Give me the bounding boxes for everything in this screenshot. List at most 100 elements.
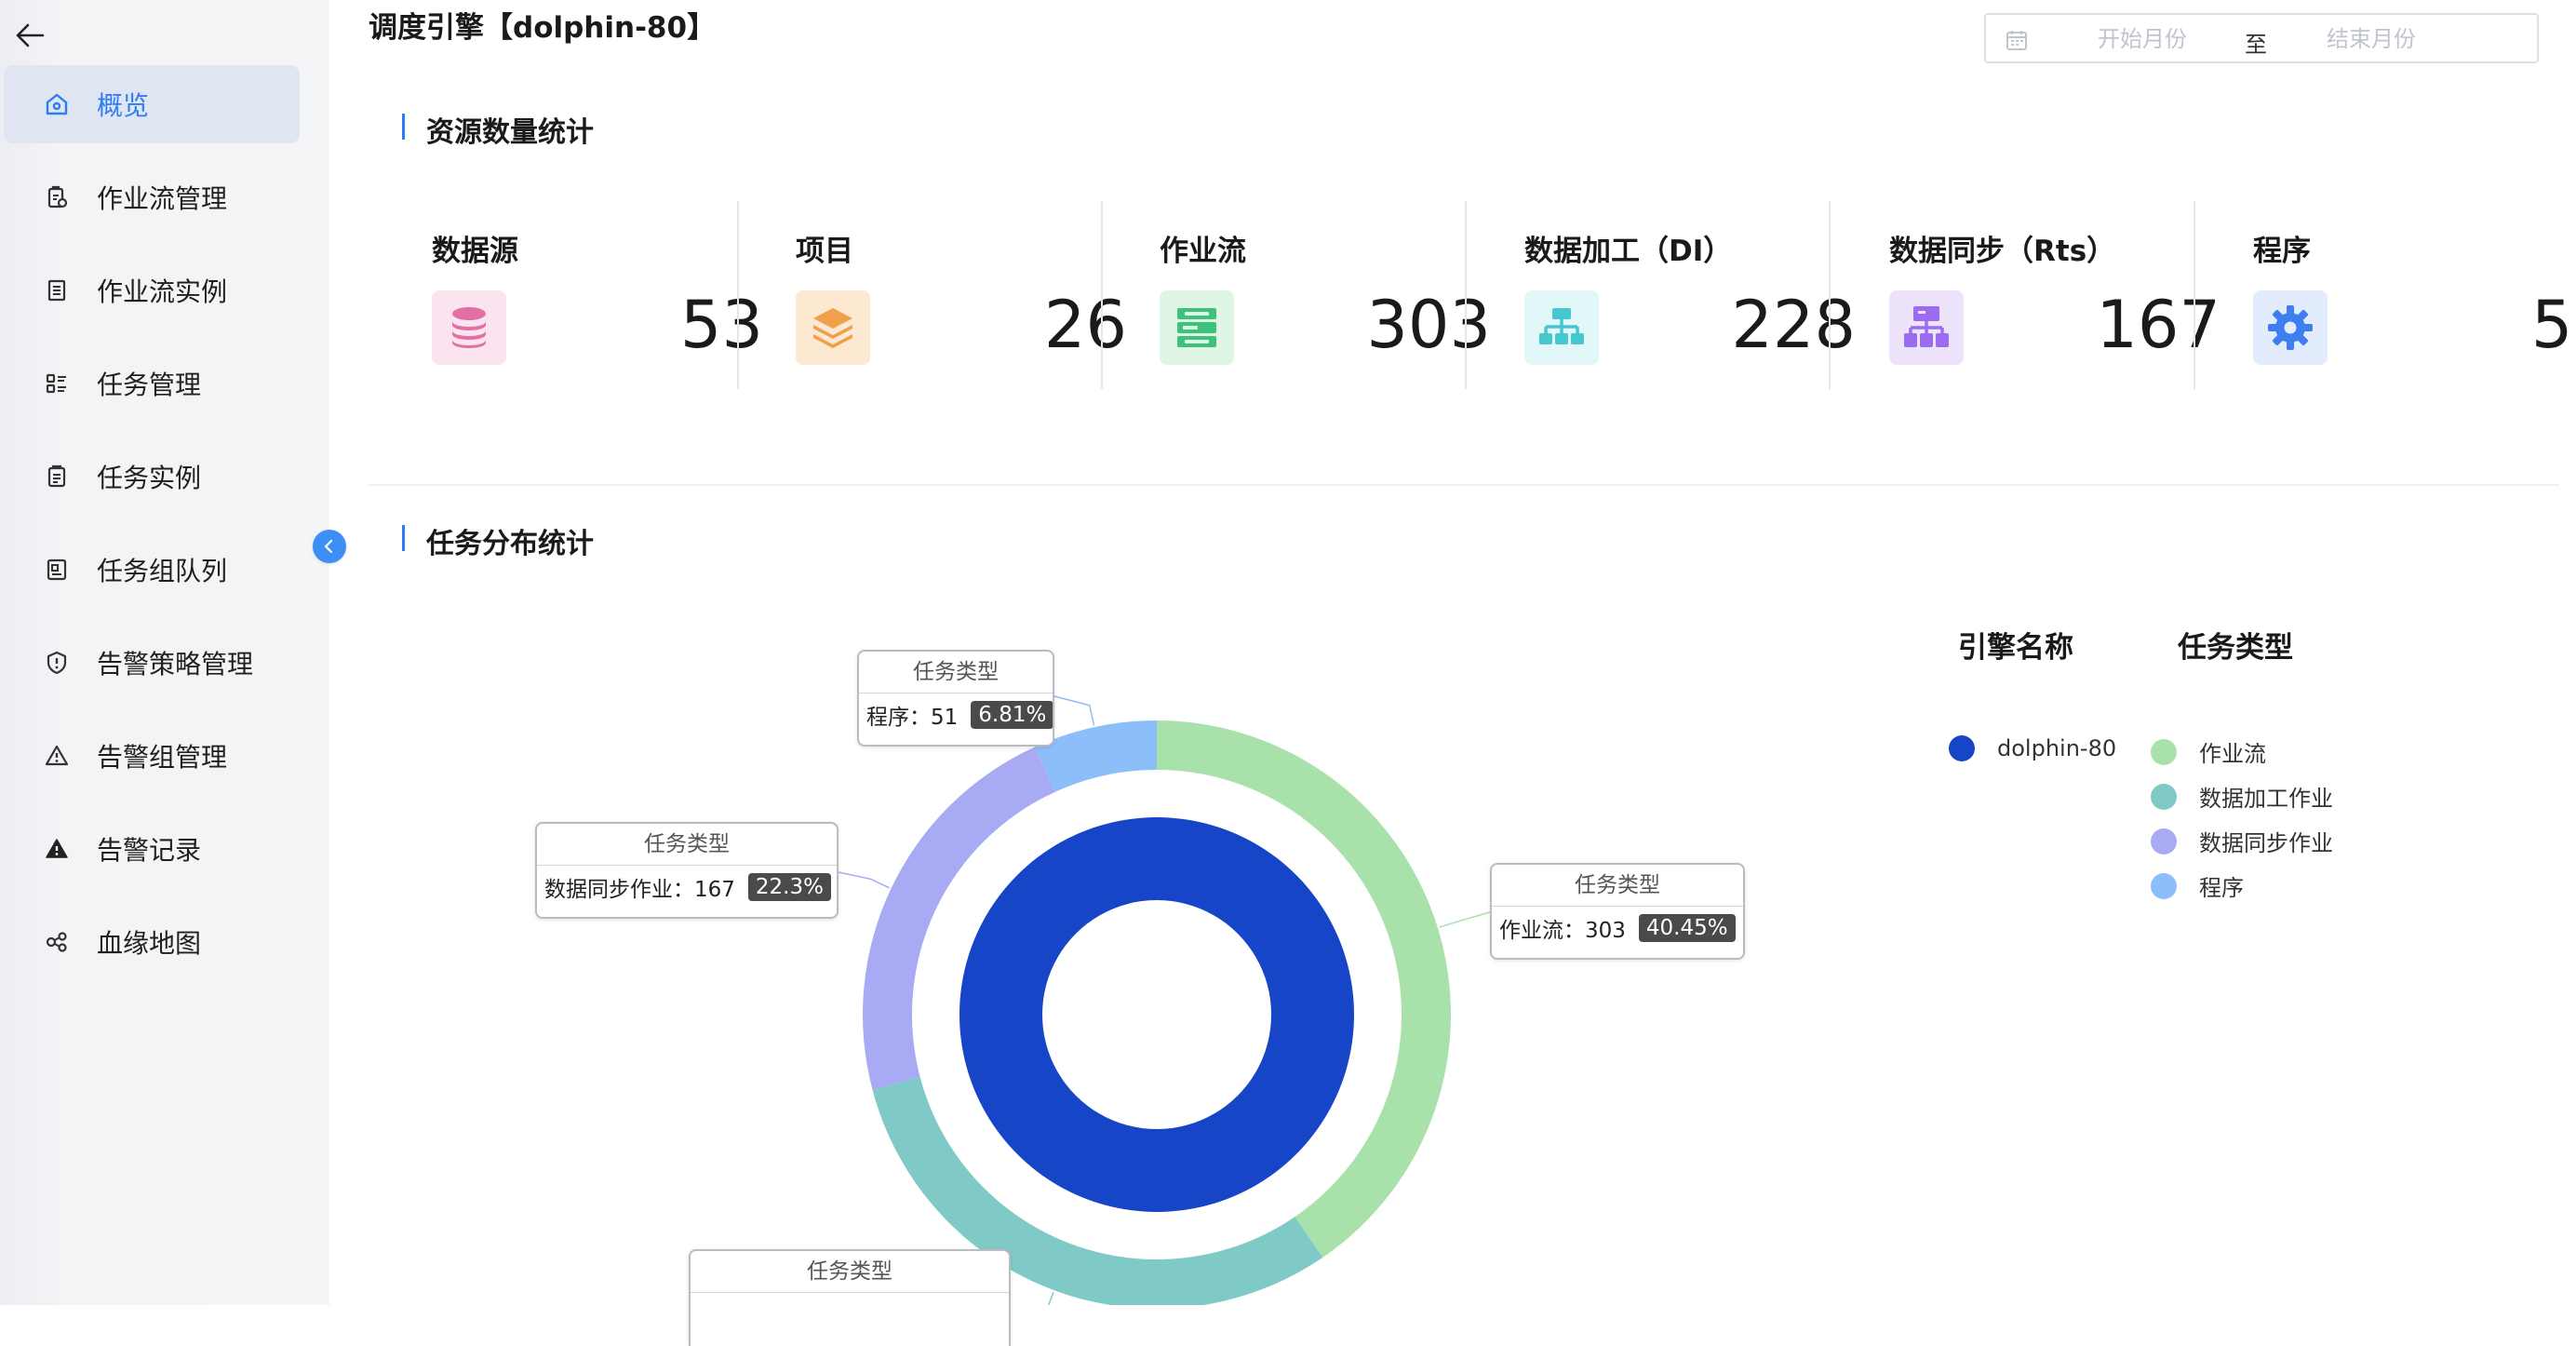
stat-value: 53	[679, 287, 763, 363]
month-range-picker[interactable]: 至	[1984, 13, 2539, 63]
sidebar-item-workflow-mgmt[interactable]: 作业流管理	[4, 158, 300, 236]
back-button[interactable]	[11, 17, 48, 54]
pie-slice-sync[interactable]	[863, 747, 1055, 1090]
legend-label: 作业流	[2199, 741, 2266, 767]
leader-line-workflow	[1439, 911, 1491, 928]
stat-card-program[interactable]: 程序 51	[2253, 201, 2576, 387]
legend-type-header: 任务类型	[2178, 631, 2293, 665]
stat-name: 程序	[2253, 235, 2311, 268]
stat-name: 项目	[796, 235, 853, 268]
pie-slice-program[interactable]	[1034, 720, 1157, 792]
id-card-icon	[41, 554, 73, 586]
legend-item-di[interactable]: 数据加工作业	[2151, 780, 2333, 813]
stat-card-rts[interactable]: 数据同步（Rts） 167	[1889, 201, 2252, 387]
tooltip-label: 数据同步作业：167	[544, 878, 735, 902]
end-month-input[interactable]	[2327, 26, 2489, 52]
tooltip-workflow: 任务类型 作业流：303 40.45%	[1490, 863, 1745, 960]
range-separator: 至	[2245, 32, 2267, 58]
home-icon	[41, 88, 73, 120]
sidebar-item-label: 任务实例	[97, 463, 202, 493]
grid-list-icon	[41, 368, 73, 399]
sidebar-item-workflow-instance[interactable]: 作业流实例	[4, 251, 300, 330]
clipboard-check-icon	[41, 461, 73, 492]
stat-card-workflow[interactable]: 作业流 303	[1160, 201, 1523, 387]
tooltip-header: 任务类型	[691, 1251, 1009, 1293]
sidebar-collapse-button[interactable]	[313, 530, 346, 563]
divider	[2194, 201, 2195, 389]
calendar-icon	[2006, 31, 2027, 50]
legend-label: 数据同步作业	[2199, 830, 2333, 856]
tooltip-percent: 40.45%	[1638, 914, 1736, 942]
stat-card-datasource[interactable]: 数据源 53	[432, 201, 795, 387]
tooltip-header: 任务类型	[1492, 865, 1743, 907]
arrow-left-icon	[16, 23, 45, 47]
sidebar-item-overview[interactable]: 概览	[4, 65, 300, 143]
stat-value: 228	[1731, 287, 1856, 363]
legend-item-program[interactable]: 程序	[2151, 869, 2244, 902]
shield-alert-icon	[41, 647, 73, 679]
sidebar-item-alert-policy[interactable]: 告警策略管理	[4, 624, 300, 702]
sidebar-item-label: 任务管理	[97, 370, 202, 400]
sidebar-item-label: 告警组管理	[97, 742, 228, 773]
tooltip-header: 任务类型	[537, 824, 837, 866]
legend-label: 数据加工作业	[2199, 786, 2333, 812]
tooltip-percent: 22.3%	[747, 873, 831, 901]
sidebar-item-label: 告警记录	[97, 835, 202, 866]
sidebar-item-label: 血缘地图	[97, 928, 202, 959]
legend-item-workflow[interactable]: 作业流	[2151, 735, 2266, 768]
legend-dot	[2151, 828, 2177, 855]
tooltip-di-partial: 任务类型	[689, 1249, 1011, 1346]
legend-dot	[1949, 735, 1975, 761]
stat-name: 数据加工（DI）	[1524, 235, 1733, 268]
tooltip-label: 作业流：303	[1499, 919, 1626, 943]
tooltip-sync: 任务类型 数据同步作业：167 22.3%	[535, 822, 839, 919]
legend-item-engine[interactable]: dolphin-80	[1949, 735, 2116, 761]
sidebar-item-task-group-queue[interactable]: 任务组队列	[4, 531, 300, 609]
sidebar-item-alert-record[interactable]: 告警记录	[4, 810, 300, 888]
pie-slice-engine[interactable]	[959, 817, 1354, 1213]
tooltip-header: 任务类型	[859, 652, 1053, 693]
legend-item-sync[interactable]: 数据同步作业	[2151, 825, 2333, 857]
stat-name: 作业流	[1160, 235, 1246, 268]
stat-value: 167	[2096, 287, 2220, 363]
section-accent-bar	[402, 525, 405, 551]
clipboard-icon	[41, 182, 73, 213]
pie-slice-workflow[interactable]	[1157, 720, 1452, 1258]
sidebar-item-lineage-map[interactable]: 血缘地图	[4, 903, 300, 981]
sitemap-icon	[1889, 290, 1964, 365]
layers-icon	[796, 290, 870, 365]
tooltip-label: 程序：51	[866, 706, 959, 730]
divider	[737, 201, 739, 389]
lineage-graph-icon	[41, 926, 73, 958]
legend-label: dolphin-80	[1997, 735, 2117, 761]
database-icon	[432, 290, 506, 365]
sidebar-item-label: 告警策略管理	[97, 649, 254, 680]
stat-card-di[interactable]: 数据加工（DI） 228	[1524, 201, 1887, 387]
legend-dot	[2151, 783, 2177, 810]
warning-filled-icon	[41, 833, 73, 865]
divider	[1101, 201, 1103, 389]
document-list-icon	[41, 275, 73, 306]
sidebar-item-task-instance[interactable]: 任务实例	[4, 437, 300, 516]
stat-value: 51	[2530, 287, 2576, 363]
leader-line-sync	[838, 871, 890, 889]
leader-line-di	[1047, 1291, 1054, 1305]
sidebar-item-label: 任务组队列	[97, 556, 228, 586]
resource-section-title: 资源数量统计	[426, 116, 594, 149]
sidebar-item-label: 作业流实例	[97, 276, 228, 307]
sidebar-item-task-mgmt[interactable]: 任务管理	[4, 344, 300, 423]
stat-name: 数据同步（Rts）	[1889, 235, 2116, 268]
section-divider	[369, 484, 2559, 486]
start-month-input[interactable]	[2098, 26, 2260, 52]
task-distribution-chart	[838, 695, 1491, 1305]
legend-engine-header: 引擎名称	[1958, 631, 2073, 665]
sidebar-item-alert-group[interactable]: 告警组管理	[4, 717, 300, 795]
stat-name: 数据源	[432, 235, 518, 268]
pie-slice-di[interactable]	[872, 1077, 1323, 1305]
stat-card-project[interactable]: 项目 26	[796, 201, 1159, 387]
section-accent-bar	[402, 114, 405, 140]
chevron-left-icon	[324, 539, 333, 554]
sidebar-item-label: 作业流管理	[97, 183, 228, 214]
hierarchy-icon	[1524, 290, 1599, 365]
task-section-title: 任务分布统计	[426, 528, 594, 560]
